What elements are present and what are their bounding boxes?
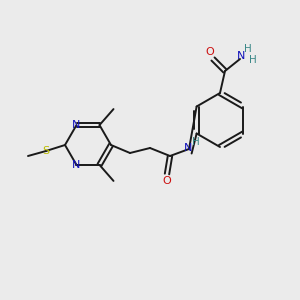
Text: H: H (244, 44, 252, 54)
Text: N: N (72, 120, 81, 130)
Text: H: H (249, 55, 257, 65)
Text: N: N (72, 160, 81, 170)
Text: N: N (184, 143, 192, 153)
Text: O: O (206, 47, 214, 57)
Text: O: O (163, 176, 171, 186)
Text: N: N (237, 51, 245, 61)
Text: H: H (192, 137, 200, 147)
Text: S: S (42, 146, 50, 156)
